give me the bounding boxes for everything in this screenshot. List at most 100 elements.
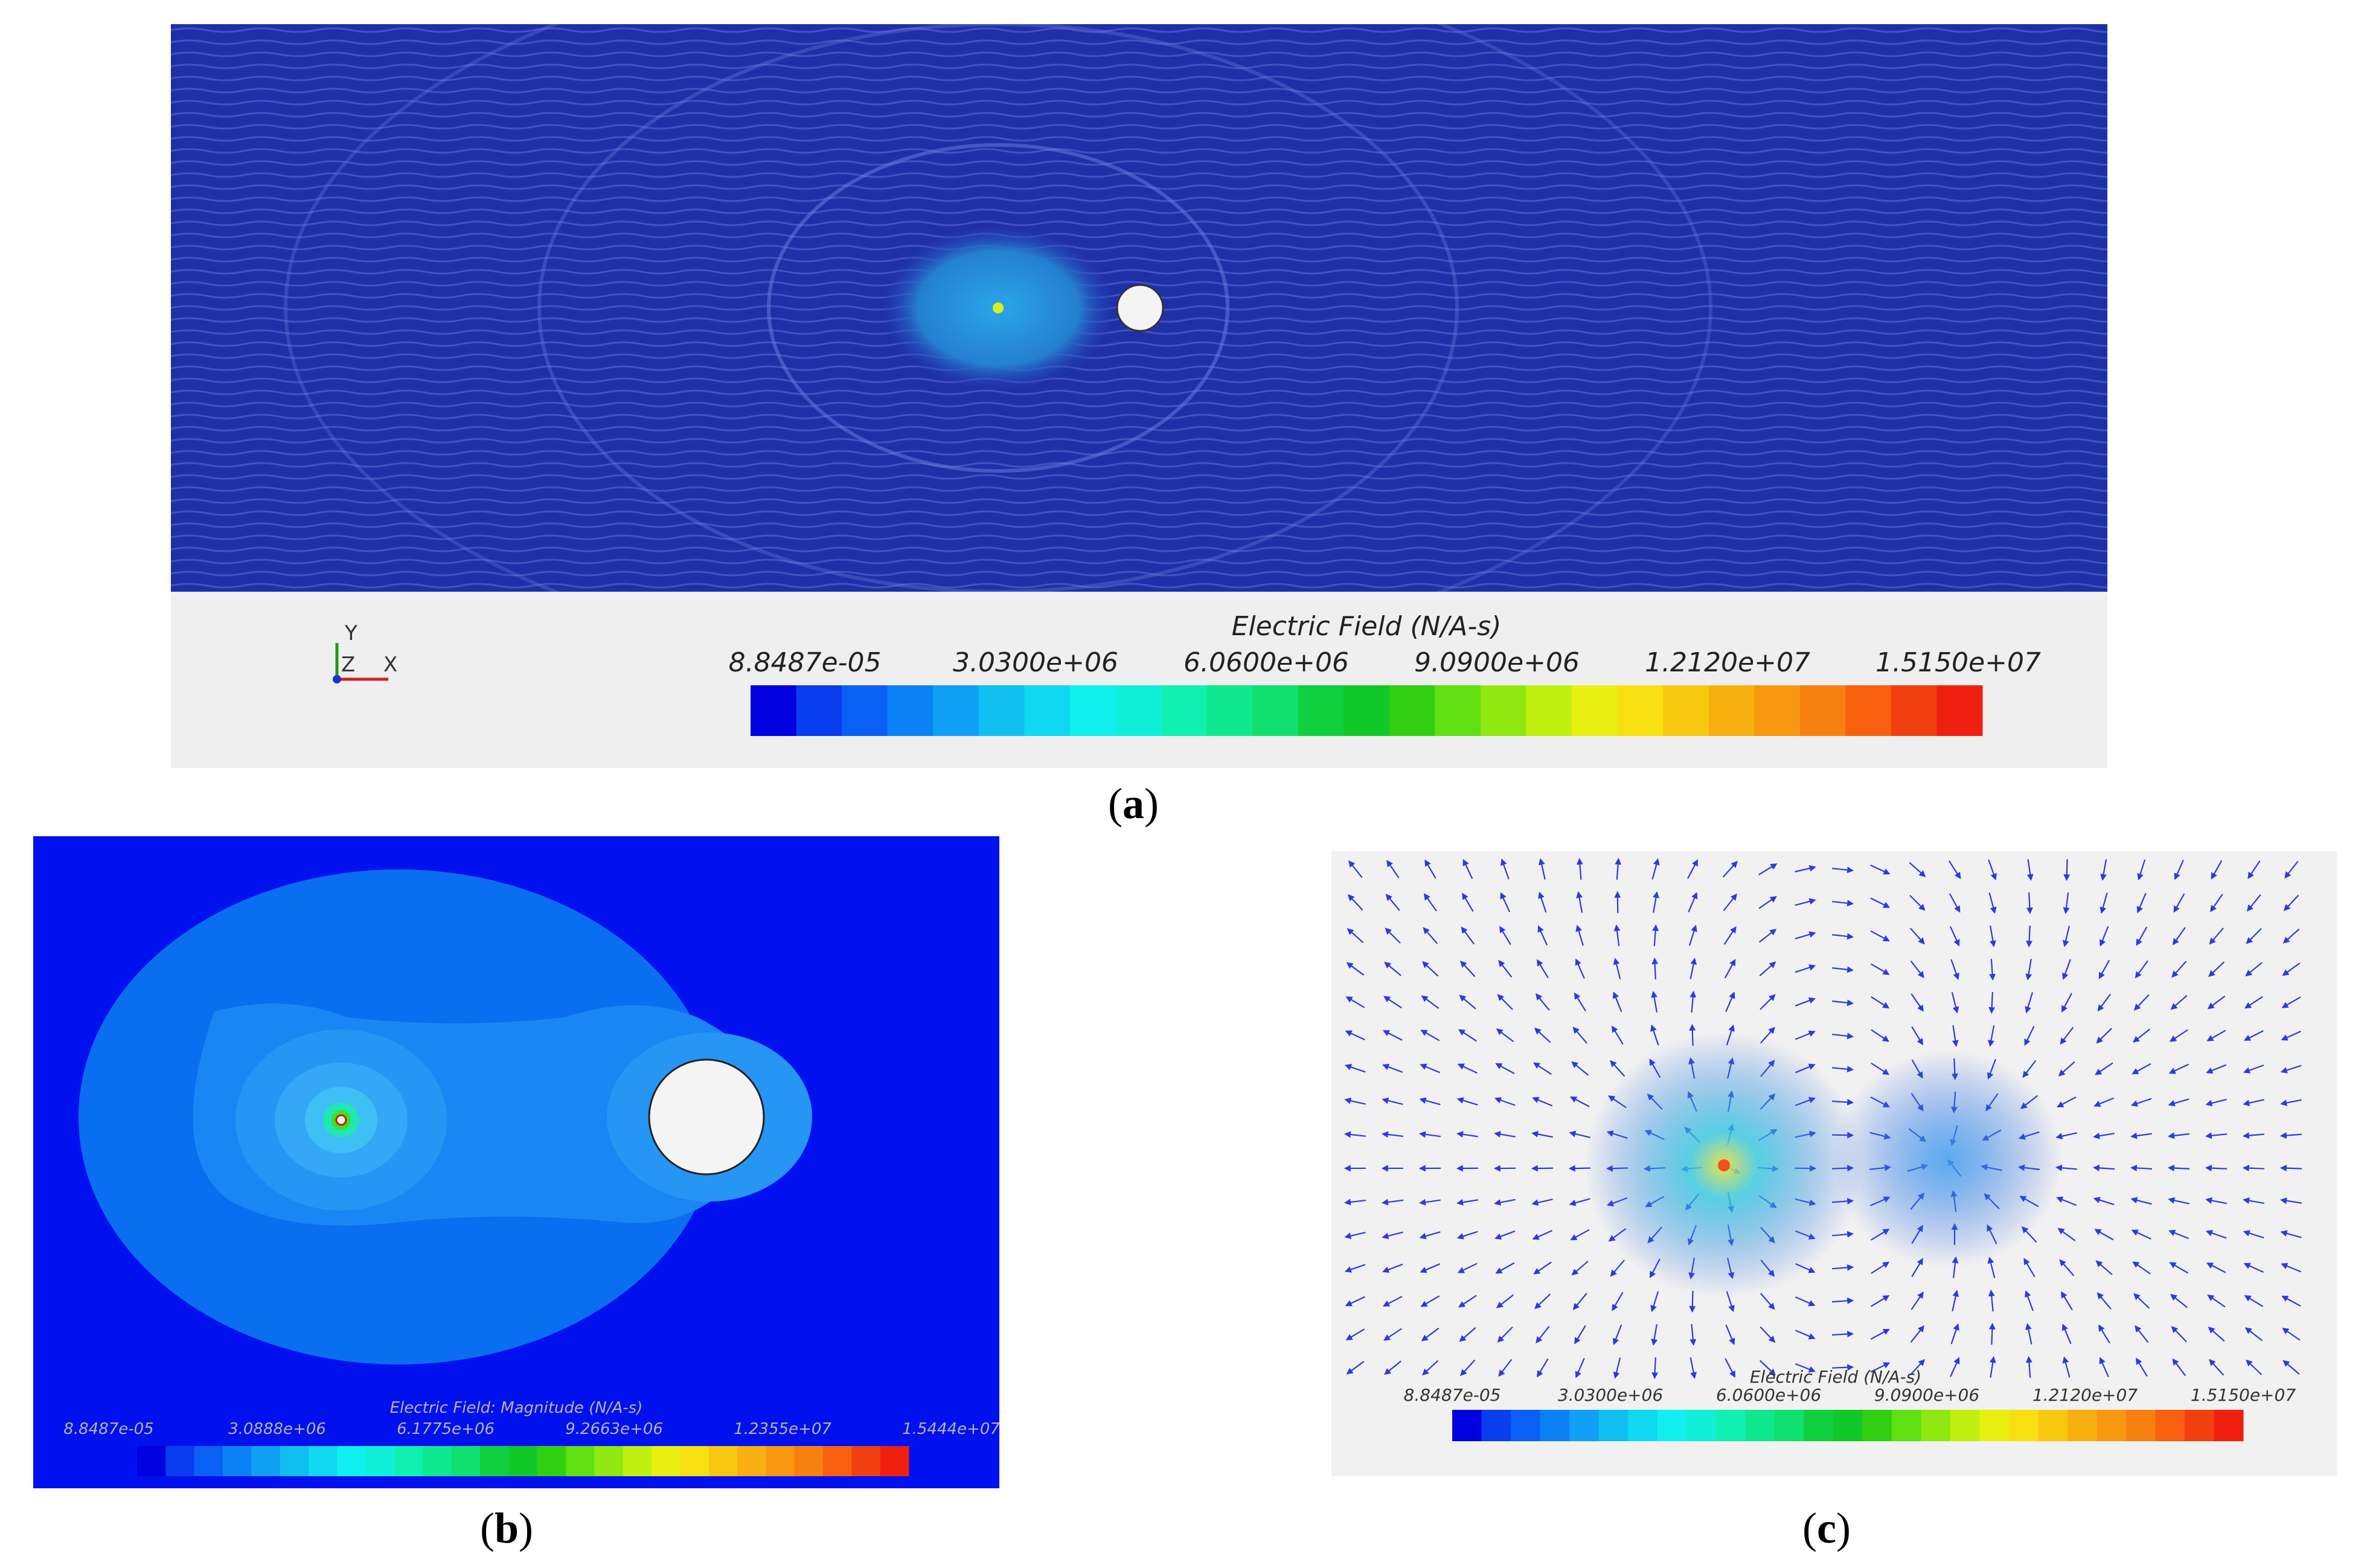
field-arrow — [1725, 1324, 1735, 1345]
field-arrow — [1459, 960, 1476, 978]
field-arrow — [1381, 1198, 1404, 1206]
colorbar-swatch — [1115, 685, 1162, 736]
field-arrow — [2132, 1261, 2151, 1275]
field-arrow — [1759, 1360, 1776, 1376]
field-arrow — [1457, 1063, 1478, 1074]
field-arrow — [2097, 993, 2112, 1012]
field-arrow — [1795, 898, 1816, 906]
field-arrow — [1612, 1324, 1622, 1345]
field-arrow — [1909, 862, 1926, 877]
colorbar-swatch — [708, 1446, 738, 1476]
colorbar-swatch — [365, 1446, 395, 1476]
field-arrow — [2280, 1197, 2302, 1205]
field-arrow — [1795, 997, 1816, 1006]
colorbar-swatch — [1389, 685, 1435, 736]
field-arrow — [1421, 1360, 1439, 1376]
field-arrow — [1494, 1097, 1516, 1106]
colorbar-tick-label: 6.1775e+06 — [397, 1420, 495, 1438]
field-arrow — [2062, 959, 2071, 981]
field-arrow — [1651, 1357, 1659, 1380]
colorbar-swatch — [251, 1446, 281, 1476]
field-arrow — [1344, 1064, 1366, 1073]
colorbar-title: Electric Field: Magnitude (N/A-s) — [390, 1399, 643, 1417]
plane-electrode-hole — [1116, 284, 1164, 332]
field-arrow — [1420, 1029, 1440, 1042]
field-arrow — [1345, 1328, 1365, 1340]
field-arrow — [2094, 1229, 2114, 1241]
field-arrow — [1613, 924, 1621, 947]
colorbar-swatch — [2097, 1410, 2127, 1441]
colorbar-swatch — [337, 1446, 367, 1476]
field-arrow — [1345, 1296, 1365, 1307]
field-arrow — [1911, 1291, 1924, 1310]
field-arrow — [1831, 900, 1854, 907]
colorbar-tick-label: 9.0900e+06 — [1414, 647, 1580, 678]
colorbar-swatch — [1708, 685, 1755, 736]
axis-triad: Y Z X — [333, 621, 397, 683]
field-arrow — [1910, 960, 1924, 979]
field-arrow — [1344, 1264, 1366, 1273]
field-arrow — [1831, 1364, 1854, 1371]
field-arrow — [1988, 1025, 1995, 1047]
field-arrow — [1650, 1291, 1659, 1313]
colorbar-swatch — [508, 1446, 538, 1476]
field-arrow — [1760, 994, 1776, 1010]
field-arrow — [2209, 1358, 2225, 1376]
field-arrow — [2055, 1132, 2077, 1140]
field-arrow — [1722, 860, 1738, 878]
field-arrow — [1421, 961, 1439, 977]
field-arrow — [2130, 1165, 2153, 1172]
field-arrow — [1500, 892, 1511, 912]
field-arrow — [1462, 859, 1473, 879]
colorbar-swatch — [1617, 685, 1664, 736]
panel-c-figure: Electric Field (N/A-s) 8.8487e-05 3.0300e… — [1331, 851, 2337, 1476]
field-arrow — [1575, 958, 1585, 979]
field-arrow — [2279, 1132, 2302, 1139]
colorbar-swatch — [2038, 1410, 2068, 1441]
field-arrow — [1420, 1295, 1440, 1307]
field-arrow — [1383, 996, 1402, 1009]
field-arrow — [1571, 1261, 1589, 1276]
colorbar-swatch — [1569, 1410, 1600, 1441]
field-arrow — [2100, 859, 2107, 881]
colorbar-tick-label: 1.5150e+07 — [2191, 1385, 2296, 1405]
field-arrow — [2282, 928, 2300, 944]
field-arrow — [2095, 1260, 2113, 1275]
field-arrow — [1870, 963, 1890, 975]
colorbar-swatch — [1481, 1410, 1511, 1441]
field-arrow — [1758, 929, 1777, 943]
colorbar-swatch — [851, 1446, 881, 1476]
field-arrow — [1537, 1358, 1549, 1378]
field-arrow — [1537, 959, 1549, 979]
field-arrow — [1420, 1263, 1441, 1273]
field-arrow — [2130, 1132, 2152, 1139]
field-arrow — [1613, 958, 1621, 979]
colorbar-tick-label: 8.8487e-05 — [729, 647, 882, 678]
field-arrow — [2025, 959, 2032, 981]
caption-c: (c) — [1802, 1504, 1851, 1552]
field-arrow — [2207, 1294, 2226, 1308]
field-arrow — [1569, 1198, 1590, 1206]
colorbar-swatch — [2214, 1410, 2244, 1441]
field-arrow — [1347, 928, 1364, 944]
colorbar-swatch — [1715, 1410, 1746, 1441]
field-arrow — [1758, 896, 1777, 909]
field-arrow — [1383, 1328, 1402, 1341]
colorbar-swatch — [594, 1446, 624, 1476]
colorbar-swatch — [1526, 685, 1572, 736]
field-arrow — [1347, 894, 1363, 911]
field-arrow — [1494, 1230, 1516, 1240]
field-arrow — [1382, 1231, 1403, 1240]
field-arrow — [2244, 1327, 2263, 1342]
colorbar-swatch — [309, 1446, 338, 1476]
field-arrow — [1871, 1261, 1890, 1275]
field-arrow — [2025, 992, 2033, 1014]
field-arrow — [1497, 1326, 1513, 1343]
field-arrow — [2245, 962, 2263, 977]
field-arrow — [2136, 892, 2147, 914]
field-arrow — [1495, 1063, 1515, 1075]
field-arrow — [1494, 1198, 1516, 1206]
field-arrow — [1651, 957, 1659, 980]
field-arrow — [1419, 1097, 1441, 1106]
field-arrow — [2135, 1325, 2149, 1343]
